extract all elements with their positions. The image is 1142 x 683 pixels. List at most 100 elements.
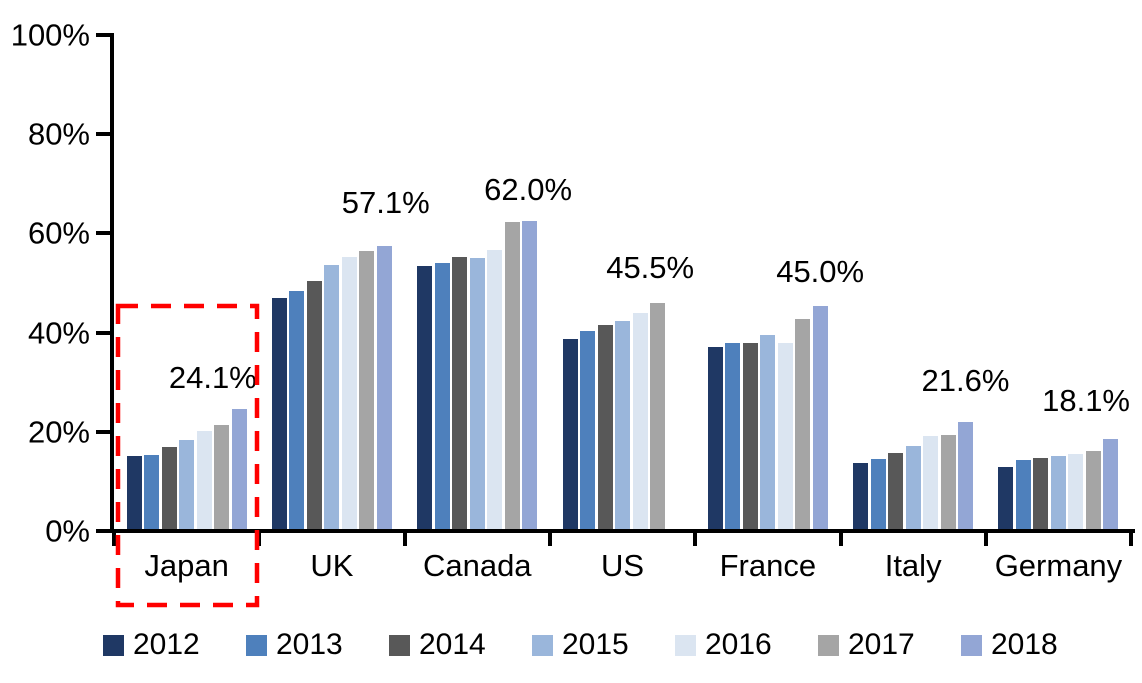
category-label-germany: Germany bbox=[994, 548, 1123, 583]
y-tick bbox=[96, 33, 111, 37]
bar-2018 bbox=[958, 422, 974, 529]
y-tick-label: 100% bbox=[10, 17, 90, 53]
legend-label: 2016 bbox=[705, 628, 772, 661]
legend-item-2016: 2016 bbox=[675, 630, 818, 660]
y-tick bbox=[96, 330, 111, 335]
x-axis bbox=[110, 529, 1135, 533]
category-label-us: US bbox=[601, 548, 645, 583]
bar-2012 bbox=[853, 463, 869, 529]
x-tick bbox=[547, 533, 552, 546]
bar-group-uk bbox=[259, 246, 404, 529]
value-label-us: 45.5% bbox=[606, 250, 695, 286]
bar-2017 bbox=[650, 303, 666, 529]
bar-2013 bbox=[580, 331, 596, 529]
bar-group-canada bbox=[405, 221, 550, 529]
category-label-france: France bbox=[719, 548, 817, 583]
bar-2013 bbox=[1015, 460, 1031, 529]
value-label-japan: 24.1% bbox=[168, 360, 257, 396]
bar-2012 bbox=[417, 266, 433, 529]
bar-2016 bbox=[487, 250, 503, 529]
bar-2016 bbox=[632, 313, 648, 529]
y-axis bbox=[110, 33, 114, 533]
legend-swatch-2015 bbox=[532, 634, 553, 656]
bar-2015 bbox=[469, 258, 485, 529]
x-tick bbox=[693, 533, 698, 546]
bar-2014 bbox=[742, 343, 758, 529]
bar-2014 bbox=[452, 257, 468, 529]
bar-2017 bbox=[214, 425, 230, 529]
bar-2013 bbox=[144, 455, 160, 529]
category-label-japan: Japan bbox=[144, 548, 229, 583]
bar-2012 bbox=[998, 467, 1014, 529]
bar-2016 bbox=[341, 257, 357, 529]
value-label-uk: 57.1% bbox=[341, 184, 430, 220]
legend-swatch-2017 bbox=[818, 634, 839, 656]
category-label-canada: Canada bbox=[422, 548, 532, 583]
legend-item-2018: 2018 bbox=[961, 630, 1104, 660]
bar-2017 bbox=[1085, 451, 1101, 529]
y-tick bbox=[96, 231, 111, 236]
bar-2018 bbox=[376, 246, 392, 529]
bar-2015 bbox=[1050, 456, 1066, 529]
legend-swatch-2018 bbox=[961, 634, 982, 656]
legend-item-2015: 2015 bbox=[532, 630, 675, 660]
bar-2018 bbox=[812, 306, 828, 529]
bar-2012 bbox=[707, 347, 723, 529]
bar-2017 bbox=[940, 435, 956, 529]
legend: 2012 2013 2014 2015 2016 2017 2018 bbox=[103, 630, 1104, 660]
bar-2014 bbox=[597, 325, 613, 529]
x-tick bbox=[983, 533, 988, 546]
bar-2016 bbox=[196, 431, 212, 529]
category-label-italy: Italy bbox=[884, 548, 942, 583]
bar-2012 bbox=[126, 456, 142, 529]
bar-2017 bbox=[359, 251, 375, 529]
bar-2015 bbox=[615, 321, 631, 529]
bar-2018 bbox=[522, 221, 538, 529]
x-tick bbox=[838, 533, 843, 546]
y-tick bbox=[96, 132, 111, 137]
bar-group-germany bbox=[986, 439, 1131, 529]
bar-2013 bbox=[289, 291, 305, 529]
legend-item-2013: 2013 bbox=[246, 630, 389, 660]
legend-item-2012: 2012 bbox=[103, 630, 246, 660]
bar-2014 bbox=[1033, 458, 1049, 529]
bar-group-italy bbox=[841, 422, 986, 529]
bar-2015 bbox=[324, 265, 340, 529]
bar-2018 bbox=[1103, 439, 1119, 529]
bar-2013 bbox=[725, 343, 741, 529]
legend-label: 2017 bbox=[848, 628, 915, 661]
legend-label: 2013 bbox=[276, 628, 343, 661]
y-tick bbox=[96, 529, 111, 533]
legend-swatch-2016 bbox=[675, 634, 696, 656]
legend-swatch-2014 bbox=[389, 634, 410, 656]
value-label-canada: 62.0% bbox=[484, 172, 573, 208]
value-label-italy: 21.6% bbox=[921, 362, 1010, 398]
y-tick-label: 0% bbox=[45, 513, 90, 549]
bar-group-us bbox=[550, 303, 695, 529]
bar-2014 bbox=[888, 453, 904, 529]
bar-2013 bbox=[434, 263, 450, 529]
bar-2018 bbox=[231, 409, 247, 529]
legend-label: 2018 bbox=[991, 628, 1058, 661]
y-tick-label: 20% bbox=[27, 414, 90, 450]
value-label-france: 45.0% bbox=[776, 253, 865, 289]
legend-label: 2014 bbox=[419, 628, 486, 661]
y-tick-label: 80% bbox=[27, 116, 90, 152]
bar-2015 bbox=[179, 440, 195, 529]
bar-2012 bbox=[562, 339, 578, 529]
x-tick bbox=[1129, 533, 1134, 546]
bar-2015 bbox=[760, 335, 776, 529]
x-tick bbox=[257, 533, 262, 546]
bar-2017 bbox=[795, 319, 811, 529]
y-tick-label: 40% bbox=[27, 315, 90, 351]
legend-item-2014: 2014 bbox=[389, 630, 532, 660]
y-tick-label: 60% bbox=[27, 215, 90, 251]
bar-2014 bbox=[161, 447, 177, 529]
x-tick bbox=[112, 533, 116, 546]
bar-2015 bbox=[905, 446, 921, 529]
category-label-uk: UK bbox=[310, 548, 354, 583]
bar-2013 bbox=[870, 459, 886, 529]
legend-label: 2015 bbox=[562, 628, 629, 661]
legend-item-2017: 2017 bbox=[818, 630, 961, 660]
